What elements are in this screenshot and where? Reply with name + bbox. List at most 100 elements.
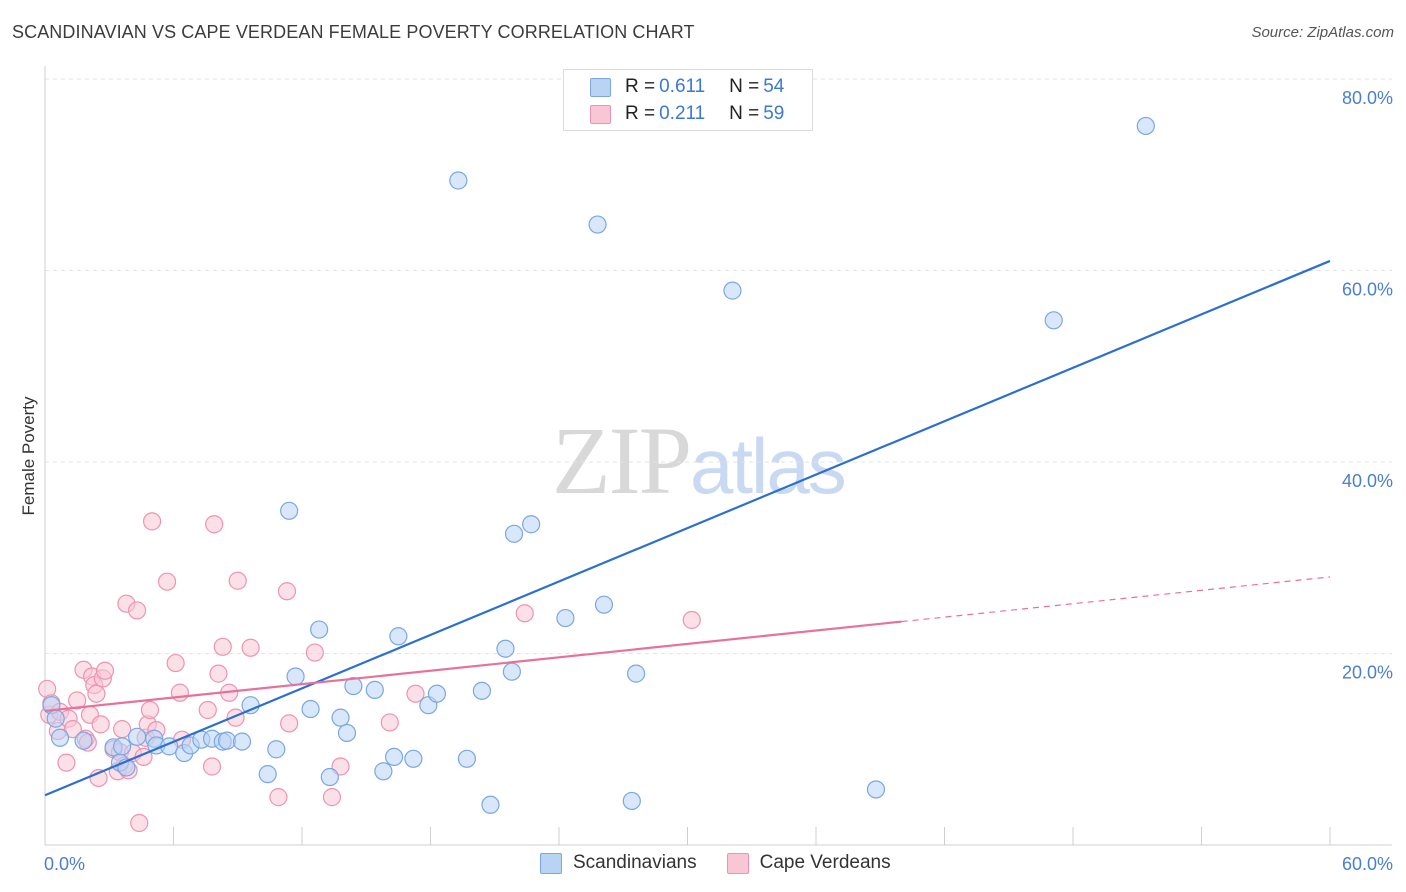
scandinavians-point <box>286 667 305 686</box>
legend-swatch-scandinavians <box>540 852 562 874</box>
trend-lines <box>44 259 1331 797</box>
scandinavians-point <box>556 608 575 628</box>
scandinavians-point <box>626 664 646 683</box>
cape-verdeans-point <box>63 720 82 739</box>
legend-n-value: 59 <box>763 103 785 124</box>
cape-verdeans-point <box>142 512 162 531</box>
scandinavians-point <box>112 737 132 756</box>
cape-verdeans-point <box>68 691 87 710</box>
gridlines <box>45 78 1392 654</box>
cape-verdeans-point <box>157 572 177 591</box>
scandinavians-point <box>502 662 521 681</box>
scandinavians-point <box>481 795 500 814</box>
scandinavians-point <box>1044 311 1063 330</box>
scandinavians-point <box>1136 116 1155 136</box>
cape-verdeans-point <box>112 720 132 739</box>
scandinavians-point <box>427 684 447 703</box>
cape-verdeans-point <box>277 582 297 601</box>
cape-verdeans-point <box>209 664 228 683</box>
cape-verdeans-point <box>682 610 701 630</box>
scandinavians-point <box>384 747 404 767</box>
legend-item-scandinavians[interactable]: Scandinavians <box>540 852 697 874</box>
legend-item-cape-verdeans[interactable]: Cape Verdeans <box>726 852 891 874</box>
legend-swatch-cape-verdeans <box>726 852 749 874</box>
scandinavians-point <box>365 680 384 699</box>
cape-verdeans-point <box>140 700 160 720</box>
legend-label-cape-verdeans: Cape Verdeans <box>759 852 891 873</box>
scandinavians-point <box>74 731 93 750</box>
source-credit: Source: ZipAtlas.com <box>1251 24 1394 41</box>
cape-verdeans-points <box>38 512 701 833</box>
cape-verdeans-point <box>241 638 260 657</box>
scandinavians-point <box>472 681 491 700</box>
cape-verdeans-point <box>127 601 147 620</box>
cape-verdeans-point <box>515 604 534 623</box>
legend-n-label: N = <box>729 76 760 97</box>
scandinavians-point <box>866 780 886 799</box>
scandinavians-point <box>594 595 614 614</box>
axes <box>44 66 1392 846</box>
cape-verdeans-trend-line <box>44 620 902 713</box>
legend-swatch-scandinavians <box>590 77 611 97</box>
cape-verdeans-point <box>305 643 324 662</box>
cape-verdeans-point <box>205 515 224 534</box>
cape-verdeans-point <box>380 713 399 732</box>
scandinavians-point <box>374 762 393 781</box>
stats-legend: R = 0.611 N = 54 R = 0.211 N = 59 <box>563 69 813 131</box>
legend-r-label: R = <box>625 76 656 97</box>
cape-verdeans-point <box>166 653 185 673</box>
scandinavians-point <box>127 727 147 746</box>
scandinavians-point <box>588 215 607 234</box>
scandinavians-point <box>496 639 515 658</box>
scandinavians-point <box>50 728 70 747</box>
scandinavians-point <box>280 501 299 520</box>
cape-verdeans-point <box>170 683 190 702</box>
x-tick-label: 0.0% <box>44 854 85 874</box>
legend-n-label: N = <box>729 103 760 124</box>
cape-verdeans-point <box>95 661 115 680</box>
watermark: ZIPatlas <box>552 405 847 516</box>
scandinavians-point <box>723 281 742 300</box>
cape-verdeans-point <box>280 714 299 733</box>
scandinavians-point <box>337 723 357 743</box>
series-legend: Scandinavians Cape Verdeans <box>540 852 921 874</box>
legend-row-scandinavians: R = 0.611 N = 54 <box>590 75 784 99</box>
chart-title: SCANDINAVIAN VS CAPE VERDEAN FEMALE POVE… <box>12 22 695 42</box>
cape-verdeans-point <box>198 700 217 720</box>
y-tick-label: 60.0% <box>1342 280 1393 300</box>
watermark-zip: ZIP <box>552 407 692 514</box>
scandinavians-point <box>331 708 350 727</box>
scandinavians-point <box>622 791 641 811</box>
scandinavians-point <box>258 765 277 784</box>
legend-r-label: R = <box>625 103 656 124</box>
cape-verdeans-point <box>322 788 342 807</box>
cape-verdeans-point <box>213 637 232 656</box>
cape-verdeans-point <box>57 753 76 772</box>
scandinavians-point <box>46 709 65 728</box>
tick-labels: 20.0% 40.0% 60.0% 80.0% 0.0% 60.0% <box>44 88 1393 874</box>
cape-verdeans-point <box>130 813 149 833</box>
legend-n-value: 54 <box>763 76 785 97</box>
y-tick-label: 80.0% <box>1342 88 1393 108</box>
scandinavians-point <box>522 515 541 534</box>
legend-row-cape-verdeans: R = 0.211 N = 59 <box>590 102 784 126</box>
scandinavians-point <box>389 627 408 646</box>
y-axis-label: Female Poverty <box>19 396 38 516</box>
cape-verdeans-point <box>87 684 106 703</box>
cape-verdeans-point <box>406 684 425 703</box>
scandinavians-point <box>267 740 286 759</box>
cape-verdeans-point <box>269 788 288 807</box>
scandinavians-point <box>449 171 468 190</box>
cape-verdeans-point <box>202 757 222 776</box>
cape-verdeans-point <box>91 715 110 734</box>
scandinavians-point <box>504 524 524 543</box>
y-tick-label: 20.0% <box>1342 663 1393 683</box>
scandinavians-point <box>301 699 320 719</box>
x-tick-label: 60.0% <box>1342 854 1393 874</box>
scandinavians-point <box>344 676 363 696</box>
cape-verdeans-trend-extension <box>901 576 1331 623</box>
legend-label-scandinavians: Scandinavians <box>573 852 697 873</box>
scandinavians-point <box>320 767 339 787</box>
scandinavians-point <box>457 749 477 768</box>
scandinavians-point <box>404 749 423 768</box>
